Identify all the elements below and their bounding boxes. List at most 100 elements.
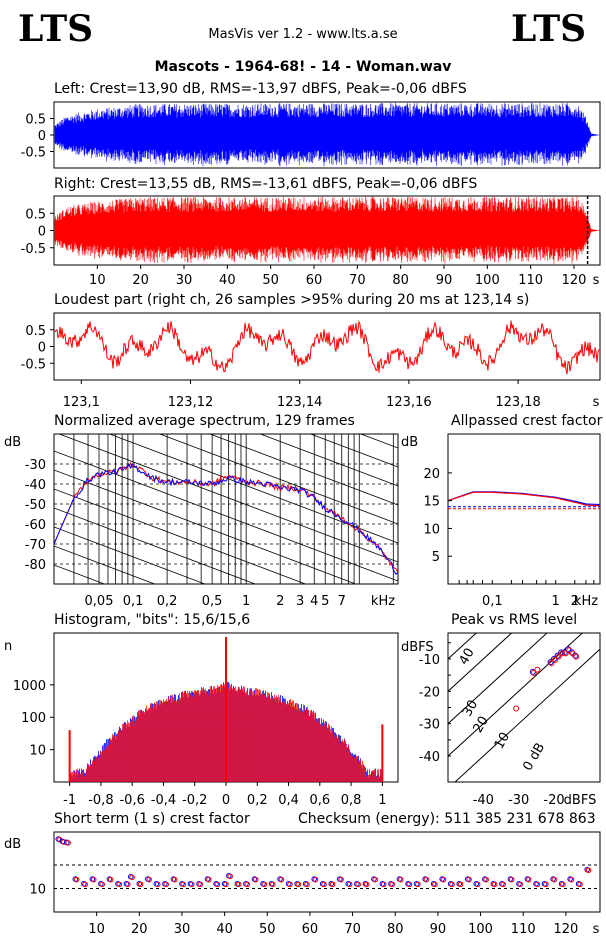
tick-label: 5 — [321, 594, 329, 609]
point-red — [508, 876, 515, 883]
histogram-caption: Histogram, "bits": 15,6/15,6 — [54, 612, 251, 628]
point-red — [491, 881, 498, 888]
tick-label: 120 — [562, 273, 587, 288]
file-title: Mascots - 1964-68! - 14 - Woman.wav — [154, 59, 452, 75]
spectrum-grid — [54, 242, 398, 584]
point-red — [389, 881, 396, 888]
tick-label: 123,1 — [63, 395, 100, 410]
tick-label: 90 — [430, 922, 447, 937]
left-waveform-chart: 0.50 -0.5 — [21, 101, 601, 169]
tick-label: 0,05 — [85, 594, 114, 609]
crest-diagonal — [454, 648, 600, 782]
point-red — [466, 876, 472, 883]
point-red — [82, 881, 88, 888]
grid-diag — [54, 242, 398, 372]
tick-label: -0,4 — [151, 793, 176, 808]
x-unit: kHz — [371, 594, 395, 609]
point-red — [137, 881, 144, 888]
point-red — [278, 876, 285, 883]
tick-label: -40 — [419, 750, 440, 765]
y-unit: dBFS — [401, 640, 434, 655]
point-red — [65, 840, 71, 846]
grid-diag — [54, 507, 257, 584]
point-red — [329, 881, 336, 888]
point-red — [244, 881, 251, 888]
point-blue — [551, 655, 558, 662]
tick-label: 50 — [259, 922, 276, 937]
crest-diagonal — [448, 633, 548, 725]
point-red — [355, 881, 361, 888]
tick-label: 2 — [276, 594, 284, 609]
left-caption: Left: Crest=13,90 dB, RMS=-13,97 dBFS, P… — [54, 81, 467, 97]
checksum-text: Checksum (energy): 511 385 231 678 863 — [298, 811, 596, 827]
point-red — [363, 881, 370, 888]
tick-label: 2 — [571, 594, 579, 609]
point-red — [270, 881, 276, 888]
point-red — [287, 881, 293, 888]
grid-diag — [58, 434, 398, 563]
tick-label: 10 — [88, 922, 105, 937]
tick-label: -30 — [25, 458, 46, 473]
x-unit: s — [593, 395, 600, 410]
tick-label: -0.5 — [21, 146, 46, 161]
spectrum-red — [54, 461, 398, 573]
grid-diag — [54, 545, 156, 584]
point-red — [423, 876, 430, 883]
spectrum-caption: Normalized average spectrum, 129 frames — [54, 413, 355, 429]
tick-label: 1 — [552, 594, 560, 609]
crest-diagonal — [448, 633, 584, 757]
tick-label: -40 — [473, 793, 494, 808]
point-red — [107, 876, 114, 883]
point-red — [197, 881, 204, 888]
spectrum-chart: dB -30 -40 -50 -60 -70 -80 0,05 0,1 0,2 0,5 1 2 3 4 5 7 k… — [4, 242, 399, 609]
point-blue — [565, 646, 572, 653]
tick-label: 20 — [131, 922, 148, 937]
diagonal-label: 20 — [471, 714, 492, 736]
tick-label: -70 — [25, 538, 46, 553]
tick-label: 0 — [38, 341, 46, 356]
tick-label: 0,2 — [157, 594, 178, 609]
plot-frame — [53, 831, 601, 913]
loudest-caption: Loudest part (right ch, 26 samples >95% … — [54, 292, 530, 308]
point-red — [406, 881, 413, 888]
tick-label: -1 — [63, 793, 76, 808]
point-red — [189, 881, 195, 888]
tick-label: 123,14 — [277, 395, 323, 410]
point-red — [415, 881, 421, 888]
tick-label: 4 — [310, 594, 318, 609]
point-red — [380, 881, 387, 888]
logo-right: LTS — [511, 8, 587, 50]
diagonal-label: 40 — [456, 646, 477, 668]
tick-label: 60 — [302, 922, 319, 937]
tick-label: 0.5 — [25, 324, 46, 339]
histogram-chart: n 1000 100 10 -1 -0,8 -0,6 -0,4 -0,2 0 0,2 0,4 0,6 0,… — [4, 632, 399, 808]
tick-label: 30 — [174, 922, 191, 937]
loudest-signal — [54, 320, 600, 375]
point-red — [566, 647, 573, 654]
point-red — [562, 650, 569, 657]
point-red — [223, 881, 229, 888]
point-red — [560, 881, 566, 888]
point-red — [577, 881, 583, 888]
tick-label: 110 — [518, 273, 543, 288]
tick-label: 7 — [338, 594, 346, 609]
tick-label: 5 — [432, 550, 440, 565]
tick-label: 110 — [511, 922, 536, 937]
grid-diag — [54, 526, 206, 584]
tick-label: 1 — [242, 594, 250, 609]
tick-label: -40 — [25, 478, 46, 493]
point-red — [312, 876, 319, 883]
point-red — [500, 881, 506, 888]
tick-label: 100 — [468, 922, 493, 937]
tick-label: -0,8 — [88, 793, 113, 808]
point-blue — [554, 652, 561, 659]
point-red — [585, 867, 592, 874]
diagonal-label: 30 — [460, 698, 481, 720]
tick-label: 20 — [423, 467, 440, 482]
point-red — [534, 881, 541, 888]
crest-diagonal — [448, 633, 513, 692]
point-red — [543, 881, 549, 888]
tick-label: -30 — [508, 793, 529, 808]
point-red — [483, 876, 489, 883]
